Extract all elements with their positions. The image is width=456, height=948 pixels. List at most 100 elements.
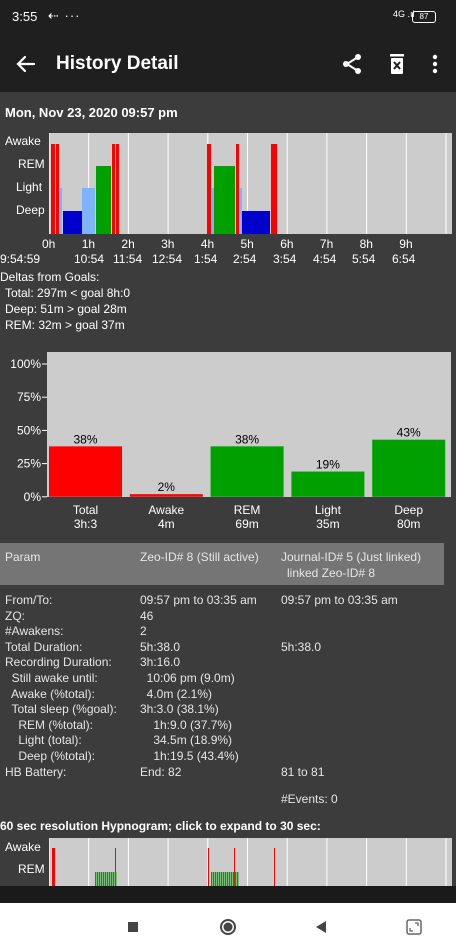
y-tick-label: 50% [17,423,41,437]
hyp60-bar-awake [115,848,116,886]
y-tick-label: 75% [17,390,41,404]
hyp60-bar-rem [97,872,99,886]
delta-total: Total: 297m < goal 8h:0 [5,286,131,300]
hyp60-bar-rem [223,872,225,886]
bottom-divider [0,886,456,903]
param-label: From/To: [5,593,53,607]
param-zeo-value: 10:06 pm (9.0m) [140,671,235,685]
hyp60-bar-rem [115,872,117,886]
delta-rem: REM: 32m > goal 37m [5,318,125,332]
recents-icon[interactable] [127,921,139,933]
hyp60-label-rem: REM [18,862,45,876]
hyp60-title[interactable]: 60 sec resolution Hypnogram; click to ex… [0,819,321,833]
status-bar: 3:55 ⇠ ··· 4G .ıl 87 [0,0,456,36]
param-zeo-value: 5h:38.0 [140,639,181,654]
hyp60-bar-rem [225,872,227,886]
hyp60-bar-rem [227,872,229,886]
y-tick-label: 100% [10,357,41,371]
bar-value-label: 2% [158,480,176,494]
time-label: 10:54 [74,252,105,266]
events-count: #Events: 0 [281,792,338,806]
hour-label: 2h [121,237,135,251]
param-zeo-value: 3h:16.0 [140,655,181,670]
delta-deep: Deep: 51m > goal 28m [5,302,127,316]
battery-icon: 87 [412,11,436,23]
hyp60-bar-rem [111,872,113,886]
hypnogram-chart[interactable] [49,133,452,234]
back-arrow-icon[interactable] [14,50,38,78]
hyp60-bar-rem [215,872,217,886]
status-time: 3:55 [12,9,38,24]
hyp60-bar-awake [52,848,55,886]
hyp60-bar-rem [99,872,101,886]
bar-sublabel: 3h:3 [74,517,98,530]
hyp60-bar-rem [109,872,111,886]
hyp-label-deep: Deep [16,203,45,217]
navigation-bar [0,903,456,948]
hyp60-bar-rem [107,872,109,886]
notification-icons: ⇠ ··· [48,8,81,23]
bar-rem [210,446,284,497]
hyp60-bar-rem [219,872,221,886]
bar-sublabel: 80m [397,517,420,530]
y-tick-label: 0% [24,490,42,504]
param-zeo-value: 34.5m (18.9%) [140,733,233,748]
param-journal-value: 09:57 pm to 03:35 am [281,593,398,607]
hyp60-bar-rem [101,872,103,886]
bar-value-label: 43% [397,426,421,440]
bar-total [49,446,122,497]
bar-deep [372,439,446,497]
rotate-icon[interactable] [406,919,422,935]
hyp60-bar-rem [235,872,237,886]
delete-icon[interactable] [386,52,408,76]
hyp60-bar-awake [234,848,235,886]
hypno-bar-awake [236,144,239,234]
param-label: Still awake until: [5,671,98,685]
param-zeo-value: 09:57 pm to 03:35 am [140,593,257,607]
param-label: REM (%total): [5,717,94,732]
hyp60-bar-awake [274,848,275,886]
more-options-icon[interactable] [424,52,446,76]
hyp60-bar-awake [208,848,209,886]
hypno-bar-awake [51,144,55,234]
back-icon[interactable] [314,920,328,934]
home-icon[interactable] [219,918,237,936]
hypno-bar-light [211,188,214,234]
param-label: Recording Duration: [5,655,112,670]
param-label: HB Battery: [5,764,67,779]
param-zeo-value: End: 82 [140,764,182,779]
hyp60-bar-rem [113,872,115,886]
param-zeo-value: 2 [140,624,147,639]
param-journal-value: 81 to 81 [281,764,325,779]
hypno-bar-light [59,188,62,234]
hypno-bar-light [82,188,95,234]
hyp60-bar-rem [221,872,223,886]
param-journal-value: 5h:38.0 [281,639,322,654]
journal-col-subheader: linked Zeo-ID# 8 [287,566,376,580]
bar-awake [129,494,203,497]
hyp-label-awake: Awake [5,134,41,148]
app-bar: History Detail [0,36,456,92]
hour-label: 6h [280,237,294,251]
hypno-bar-rem [214,166,235,234]
signal-icon: 4G .ıl [393,9,415,19]
hypno-bar-awake [56,144,59,234]
hypno-bar-rem [96,166,111,234]
share-icon[interactable] [340,52,364,76]
hyp60-label-awake: Awake [5,840,41,854]
param-label: Deep (%total): [5,749,96,763]
hypno-bar-awake [116,144,119,234]
bar-category-label: Light [315,503,342,517]
hour-label: 7h [319,237,334,251]
time-label: 5:54 [352,252,376,266]
deltas-title: Deltas from Goals: [0,270,100,284]
time-label: 6:54 [392,252,416,266]
bar-category-label: Deep [394,503,423,517]
hour-label: 5h [240,237,254,251]
hyp60-bar-rem [211,872,213,886]
param-label: #Awakens: [5,624,64,639]
hypno-bar-light [239,188,242,234]
hypno-bar-awake [271,144,277,234]
hypnogram-60sec-chart[interactable] [49,838,452,886]
bar-sublabel: 69m [235,517,258,530]
